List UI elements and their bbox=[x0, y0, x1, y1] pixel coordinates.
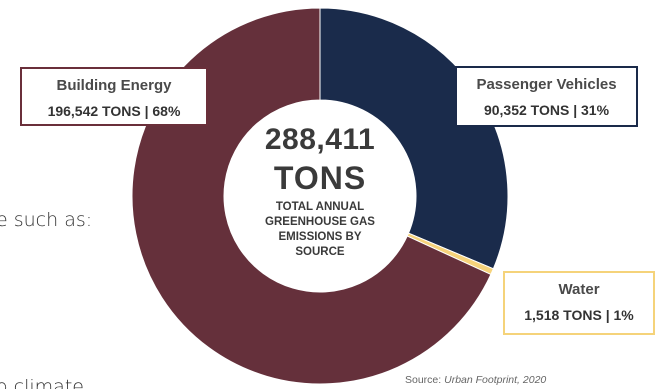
total-unit: TONS bbox=[273, 160, 367, 196]
background-text-line: e such as: bbox=[0, 209, 93, 231]
background-text-line: o climate bbox=[0, 376, 84, 389]
label-passenger-vehicles-name: Passenger Vehicles bbox=[476, 76, 617, 93]
label-water-value: 1,518 TONS | 1% bbox=[524, 307, 634, 323]
source-label: Source: bbox=[405, 374, 442, 386]
donut-hole bbox=[224, 100, 416, 292]
label-passenger-vehicles: Passenger Vehicles 90,352 TONS | 31% bbox=[455, 66, 638, 127]
label-water: Water 1,518 TONS | 1% bbox=[503, 271, 655, 335]
label-building-energy-value: 196,542 TONS | 68% bbox=[47, 103, 181, 119]
chart-caption: TOTAL ANNUAL GREENHOUSE GAS EMISSIONS BY… bbox=[265, 201, 375, 258]
label-building-energy: Building Energy 196,542 TONS | 68% bbox=[20, 67, 208, 126]
source-credit: Source: Urban Footprint, 2020 bbox=[405, 374, 546, 386]
label-water-name: Water bbox=[558, 281, 600, 298]
source-name: Urban Footprint, 2020 bbox=[444, 374, 547, 386]
label-passenger-vehicles-value: 90,352 TONS | 31% bbox=[483, 102, 610, 118]
total-value: 288,411 bbox=[264, 123, 376, 156]
label-building-energy-name: Building Energy bbox=[56, 77, 172, 94]
